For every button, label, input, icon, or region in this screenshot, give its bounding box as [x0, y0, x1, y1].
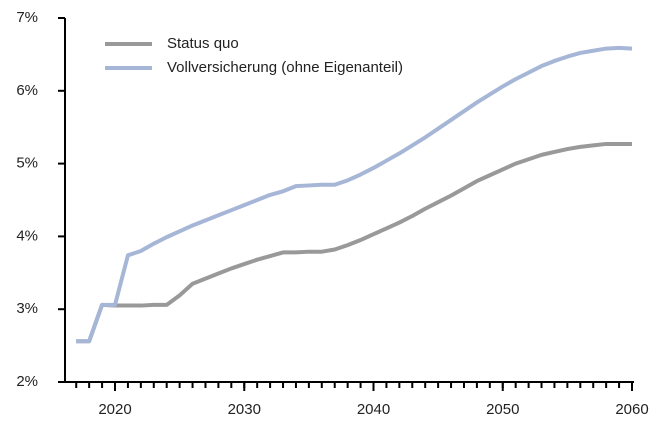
x-tick-label: 2040 — [357, 401, 390, 418]
y-tick-label: 3% — [16, 300, 38, 317]
data-line — [76, 141, 632, 344]
x-tick-label: 2030 — [228, 401, 261, 418]
x-tick-label: 2020 — [98, 401, 131, 418]
x-tick-label: 2050 — [486, 401, 519, 418]
data-line — [76, 45, 633, 344]
y-tick-label: 2% — [16, 373, 38, 390]
y-tick-label: 5% — [16, 155, 38, 172]
x-tick-label: 2060 — [615, 401, 648, 418]
y-tick-label: 4% — [16, 227, 38, 244]
y-tick-label: 7% — [16, 9, 38, 26]
legend-label: Vollversicherung (ohne Eigenanteil) — [167, 59, 403, 76]
legend-label: Status quo — [167, 35, 239, 52]
y-tick-label: 6% — [16, 82, 38, 99]
